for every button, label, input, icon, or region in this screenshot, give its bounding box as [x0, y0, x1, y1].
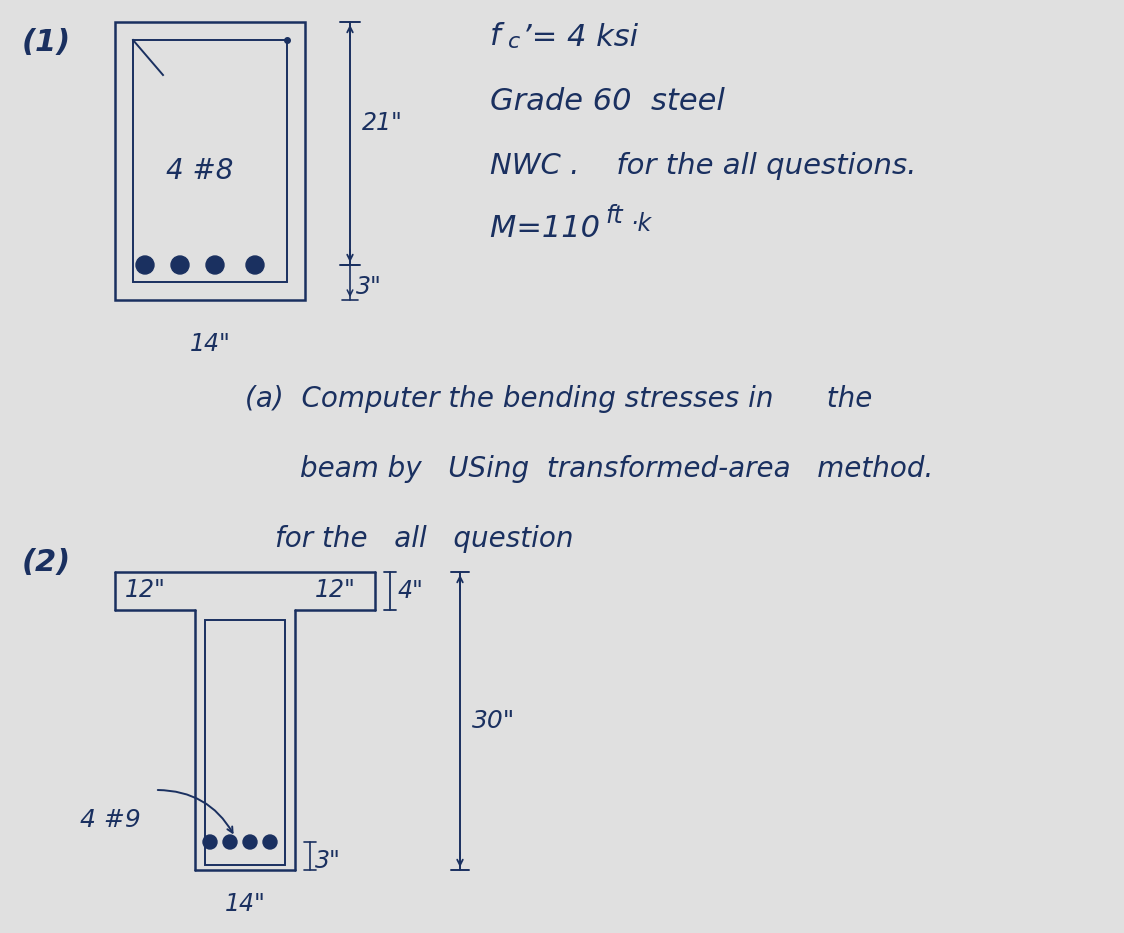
- Text: ·k: ·k: [629, 212, 651, 236]
- Text: c: c: [508, 32, 520, 52]
- Text: Grade 60  steel: Grade 60 steel: [490, 87, 725, 116]
- Text: f: f: [490, 22, 501, 51]
- Text: ’= 4 ksi: ’= 4 ksi: [522, 23, 638, 52]
- Circle shape: [136, 256, 154, 274]
- Text: 3": 3": [315, 849, 341, 873]
- Text: beam by   USing  transformed-area   method.: beam by USing transformed-area method.: [300, 455, 933, 483]
- Text: NWC .    for the all questions.: NWC . for the all questions.: [490, 152, 916, 180]
- Bar: [205, 620, 285, 865]
- Text: ft: ft: [605, 204, 623, 228]
- Text: (a)  Computer the bending stresses in      the: (a) Computer the bending stresses in the: [245, 385, 872, 413]
- Circle shape: [263, 835, 277, 849]
- Text: M=110: M=110: [490, 214, 609, 243]
- Circle shape: [203, 835, 217, 849]
- Text: 21": 21": [362, 112, 402, 135]
- Text: (1): (1): [22, 28, 71, 57]
- Text: 4 #9: 4 #9: [80, 808, 140, 832]
- Bar: [115, 22, 305, 300]
- Circle shape: [171, 256, 189, 274]
- Text: 14": 14": [190, 332, 230, 356]
- Text: 4": 4": [398, 579, 424, 603]
- Text: for the   all   question: for the all question: [275, 525, 573, 553]
- Text: 30": 30": [472, 709, 515, 733]
- Text: 4 #8: 4 #8: [166, 157, 234, 185]
- Circle shape: [246, 256, 264, 274]
- Circle shape: [243, 835, 257, 849]
- Circle shape: [206, 256, 224, 274]
- Circle shape: [223, 835, 237, 849]
- Text: (2): (2): [22, 548, 71, 577]
- Text: 14": 14": [225, 892, 265, 916]
- Text: 12": 12": [125, 578, 165, 602]
- Text: 3": 3": [356, 275, 382, 299]
- Text: 12": 12": [315, 578, 355, 602]
- Bar: [133, 40, 287, 282]
